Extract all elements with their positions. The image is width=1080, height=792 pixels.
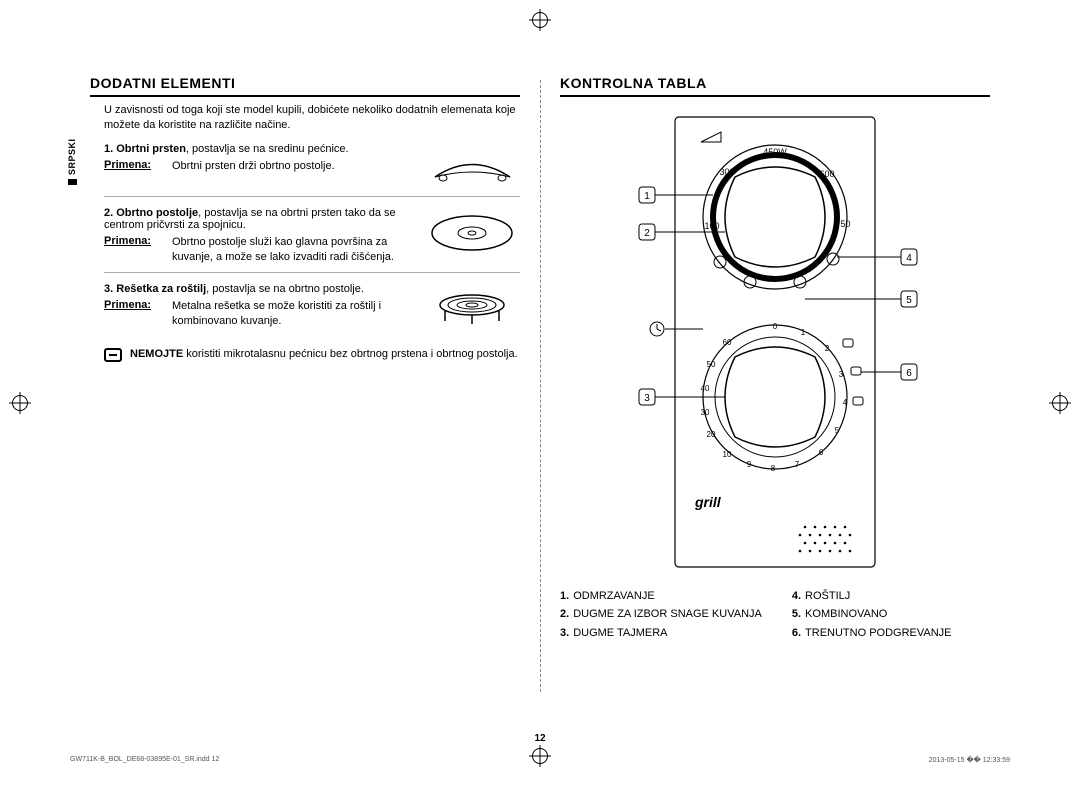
grill-label: grill [694, 494, 722, 510]
legend-right: 4.ROŠTILJ 5.KOMBINOVANO 6.TRENUTNO PODGR… [792, 589, 952, 644]
column-divider [540, 80, 541, 692]
speaker-grille [799, 526, 852, 553]
language-tab: SRPSKI [68, 138, 77, 185]
svg-text:30: 30 [701, 408, 710, 417]
accessory-item: 1. Obrtni prsten, postavlja se na sredin… [104, 143, 520, 197]
item-number: 3. [104, 283, 113, 295]
footer-right: 2013-05-15 �� 12:33:59 [929, 756, 1010, 764]
accessories-list: 1. Obrtni prsten, postavlja se na sredin… [104, 143, 520, 338]
roller-ring-icon [425, 147, 520, 191]
svg-text:3: 3 [839, 370, 844, 379]
svg-text:4: 4 [906, 253, 912, 264]
accessory-item: 2. Obrtno postolje, postavlja se na obrt… [104, 207, 520, 274]
svg-text:7: 7 [795, 460, 800, 469]
svg-text:8: 8 [771, 464, 776, 473]
warning-text: koristiti mikrotalasnu pećnicu bez obrtn… [183, 348, 517, 360]
svg-text:6: 6 [906, 368, 912, 379]
accessory-item: 3. Rešetka za roštilj, postavlja se na o… [104, 283, 520, 337]
power-dial: 100 300 450W 600 750 [701, 132, 851, 289]
svg-text:5: 5 [835, 426, 840, 435]
heading-accessories: DODATNI ELEMENTI [90, 75, 520, 97]
legend-item: 2.DUGME ZA IZBOR SNAGE KUVANJA [560, 607, 762, 621]
primena-text: Obrtni prsten drži obrtno postolje. [172, 159, 410, 174]
svg-text:750: 750 [835, 219, 850, 229]
intro-text: U zavisnosti od toga koji ste model kupi… [104, 103, 520, 133]
primena-text: Obrtno postolje služi kao glavna površin… [172, 235, 410, 265]
registration-mark [12, 395, 28, 411]
item-name: Obrtno postolje [116, 207, 198, 219]
svg-text:0: 0 [773, 322, 778, 331]
svg-text:100: 100 [704, 221, 719, 231]
callout-6: 6 [861, 364, 917, 380]
svg-text:2: 2 [644, 228, 650, 239]
legend: 1.ODMRZAVANJE 2.DUGME ZA IZBOR SNAGE KUV… [560, 589, 990, 644]
callout-3: 3 [639, 389, 725, 405]
primena-label: Primena: [104, 299, 164, 329]
callout-5: 5 [805, 291, 917, 307]
callout-1: 1 [639, 187, 713, 203]
registration-mark [532, 12, 548, 28]
legend-item: 3.DUGME TAJMERA [560, 626, 762, 640]
svg-text:10: 10 [723, 450, 732, 459]
svg-text:6: 6 [819, 448, 824, 457]
svg-text:2: 2 [825, 344, 830, 353]
heading-control-panel: KONTROLNA TABLA [560, 75, 990, 97]
item-name: Obrtni prsten [116, 143, 186, 155]
item-desc: , postavlja se na obrtno postolje. [206, 283, 364, 295]
item-desc: , postavlja se na sredinu pećnice. [186, 143, 349, 155]
svg-text:300: 300 [719, 167, 734, 177]
primena-label: Primena: [104, 235, 164, 265]
svg-text:450W: 450W [763, 147, 787, 157]
timer-icon-callout [650, 322, 703, 336]
svg-text:4: 4 [843, 398, 848, 407]
warning-icon [104, 348, 122, 362]
footer-left: GW711K-B_BOL_DE68-03895E-01_SR.indd 12 [70, 756, 219, 764]
svg-text:5: 5 [906, 295, 912, 306]
svg-text:40: 40 [701, 384, 710, 393]
right-column: KONTROLNA TABLA 100 300 450W 600 750 [560, 75, 990, 695]
svg-text:3: 3 [644, 393, 650, 404]
legend-item: 6.TRENUTNO PODGREVANJE [792, 626, 952, 640]
item-number: 1. [104, 143, 113, 155]
legend-item: 1.ODMRZAVANJE [560, 589, 762, 603]
svg-text:20: 20 [707, 430, 716, 439]
warning-note: NEMOJTE koristiti mikrotalasnu pećnicu b… [104, 347, 520, 362]
legend-item: 4.ROŠTILJ [792, 589, 952, 603]
panel-svg: 100 300 450W 600 750 [605, 107, 945, 577]
registration-mark [1052, 395, 1068, 411]
callout-4: 4 [837, 249, 917, 265]
svg-text:60: 60 [723, 338, 732, 347]
warning-bold: NEMOJTE [130, 348, 183, 360]
grill-rack-icon [425, 287, 520, 331]
svg-text:1: 1 [801, 328, 806, 337]
primena-label: Primena: [104, 159, 164, 174]
legend-item: 5.KOMBINOVANO [792, 607, 952, 621]
svg-text:600: 600 [819, 169, 834, 179]
print-footer: GW711K-B_BOL_DE68-03895E-01_SR.indd 12 2… [70, 756, 1010, 764]
control-panel-diagram: 100 300 450W 600 750 [560, 103, 990, 644]
page-number: 12 [534, 733, 545, 744]
item-number: 2. [104, 207, 113, 219]
svg-text:9: 9 [747, 460, 752, 469]
legend-left: 1.ODMRZAVANJE 2.DUGME ZA IZBOR SNAGE KUV… [560, 589, 762, 644]
left-column: SRPSKI DODATNI ELEMENTI U zavisnosti od … [90, 75, 520, 695]
svg-text:50: 50 [707, 360, 716, 369]
primena-text: Metalna rešetka se može koristiti za roš… [172, 299, 410, 329]
item-name: Rešetka za roštilj [116, 283, 206, 295]
turntable-icon [425, 211, 520, 255]
svg-text:1: 1 [644, 191, 650, 202]
